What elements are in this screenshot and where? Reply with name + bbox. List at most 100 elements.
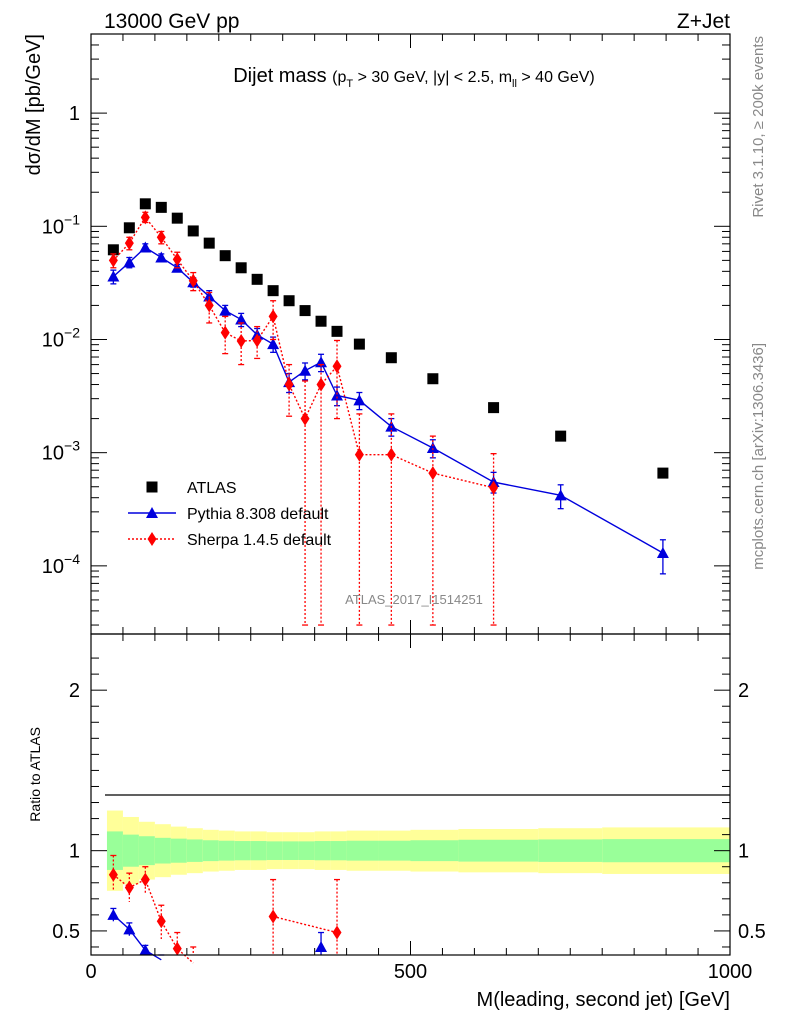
ratio-series-line xyxy=(112,914,162,961)
data-point xyxy=(267,338,280,350)
x-tick-label: 0 xyxy=(85,961,96,983)
ratio-data-point xyxy=(172,941,182,956)
data-point xyxy=(139,198,151,210)
uncertainty-band-inner xyxy=(298,841,315,860)
data-point xyxy=(300,411,310,426)
ratio-y-tick-label: 1 xyxy=(69,841,80,863)
data-point xyxy=(188,273,198,288)
data-point xyxy=(123,222,135,234)
legend-marker xyxy=(146,507,158,518)
data-point xyxy=(315,315,327,327)
rivet-version-label: Rivet 3.1.10, ≥ 200k events xyxy=(750,36,767,218)
data-point xyxy=(140,210,150,225)
uncertainty-band-inner xyxy=(122,834,139,867)
data-point xyxy=(267,285,279,297)
main-y-tick-label: 1 xyxy=(69,103,80,125)
data-point xyxy=(657,467,669,479)
data-point xyxy=(107,244,119,256)
legend-label: Sherpa 1.4.5 default xyxy=(187,532,332,549)
data-point xyxy=(299,305,311,317)
series-line xyxy=(112,216,494,489)
ratio-data-point xyxy=(107,908,120,920)
data-point xyxy=(108,253,118,268)
data-point xyxy=(123,256,136,268)
uncertainty-band-inner xyxy=(266,841,283,860)
energy-label: 13000 GeV pp xyxy=(104,10,239,33)
legend-label: Pythia 8.308 default xyxy=(187,506,329,523)
data-point xyxy=(203,237,215,249)
ratio-y-tick-label-right: 0.5 xyxy=(738,921,766,943)
data-point xyxy=(299,364,312,376)
ratio-data-point xyxy=(124,880,134,895)
uncertainty-band-inner xyxy=(234,841,251,861)
data-point xyxy=(426,441,439,453)
uncertainty-band-inner xyxy=(170,838,187,863)
main-y-tick-label: 10−3 xyxy=(42,438,80,465)
ratio-data-point xyxy=(315,940,328,952)
data-point xyxy=(268,309,278,324)
uncertainty-band-inner xyxy=(218,840,235,861)
data-point xyxy=(155,201,167,213)
uncertainty-band-inner xyxy=(314,841,331,861)
ratio-y-tick-label-right: 1 xyxy=(738,841,749,863)
main-y-tick-label: 10−1 xyxy=(42,211,80,238)
data-point xyxy=(656,546,669,558)
data-point xyxy=(203,290,216,302)
ratio-y-tick-label-right: 2 xyxy=(738,680,749,702)
ratio-data-point xyxy=(268,909,278,924)
data-point xyxy=(331,325,343,337)
uncertainty-band-inner xyxy=(378,840,411,861)
series-atlas xyxy=(107,198,669,479)
data-point xyxy=(488,402,500,414)
ratio-data-point xyxy=(123,923,136,935)
data-point xyxy=(220,325,230,340)
analysis-tag: ATLAS_2017_I1514251 xyxy=(345,592,483,607)
data-point xyxy=(428,466,438,481)
data-point xyxy=(187,225,199,237)
main-y-axis-label: dσ/dM [pb/GeV] xyxy=(23,34,45,175)
x-axis-label: M(leading, second jet) [GeV] xyxy=(477,989,730,1011)
uncertainty-band-inner xyxy=(186,839,203,862)
main-y-tick-label: 10−2 xyxy=(42,324,80,351)
ratio-data-point xyxy=(139,944,152,956)
x-tick-label: 1000 xyxy=(708,961,753,983)
data-point xyxy=(156,230,166,245)
data-point xyxy=(139,241,152,253)
data-point xyxy=(284,377,294,392)
ratio-y-tick-label: 2 xyxy=(69,680,80,702)
uncertainty-band-inner xyxy=(250,841,267,861)
ratio-panel: 0 500 1000 0.5 0.5 1 1 2 2 Ratio to ATLAS xyxy=(27,633,766,983)
data-point xyxy=(219,250,231,262)
uncertainty-band-inner xyxy=(282,841,299,860)
data-point xyxy=(251,273,263,285)
uncertainty-band-inner xyxy=(346,840,379,861)
mcplots-label: mcplots.cern.ch [arXiv:1306.3436] xyxy=(750,343,767,570)
data-point xyxy=(354,447,364,462)
data-point xyxy=(554,489,567,501)
legend: ATLAS Pythia 8.308 default Sherpa 1.4.5 de… xyxy=(128,480,332,549)
data-point xyxy=(124,236,134,251)
data-point xyxy=(171,212,183,224)
ratio-y-tick-label: 0.5 xyxy=(52,921,80,943)
ratio-data-point xyxy=(156,914,166,929)
uncertainty-band-inner xyxy=(330,841,347,861)
series-pythia-8-308-default xyxy=(107,241,669,575)
data-point xyxy=(332,359,342,374)
main-panel: 10−4 10−3 10−2 10−1 1 Dijet mass (pT > 30 Ge… xyxy=(23,33,731,635)
data-point xyxy=(155,251,168,263)
x-tick-label: 500 xyxy=(394,961,427,983)
uncertainty-band-inner xyxy=(154,837,171,864)
data-point xyxy=(385,352,397,364)
uncertainty-band-inner xyxy=(138,836,155,866)
ratio-series-line xyxy=(272,915,338,934)
main-title: Dijet mass (pT > 30 GeV, |y| < 2.5, mll … xyxy=(233,65,595,90)
data-point xyxy=(555,430,567,442)
ratio-series-pythia-8-308-default-isolated- xyxy=(315,931,328,955)
uncertainty-band-inner xyxy=(538,839,603,862)
process-label: Z+Jet xyxy=(677,10,730,33)
data-point xyxy=(386,447,396,462)
uncertainty-band-inner xyxy=(458,839,539,862)
legend-marker xyxy=(146,481,158,493)
data-point xyxy=(235,313,248,325)
